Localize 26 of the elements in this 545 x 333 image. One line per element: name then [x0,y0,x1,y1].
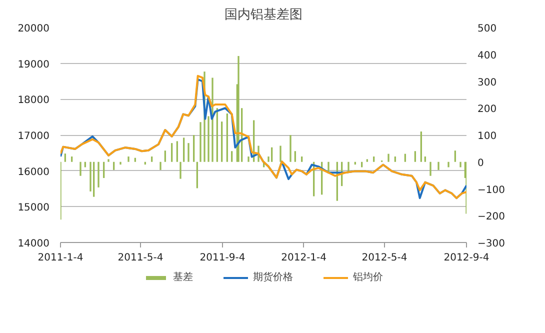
y2-tick-label: −100 [478,184,505,196]
x-tick-label: 2012-9-4 [444,252,490,264]
legend-label: 铝均价 [353,271,383,284]
y-tick-label: 19000 [18,59,50,70]
y-tick-label: 17000 [18,131,50,142]
x-tick-label: 2012-5-4 [362,252,408,264]
x-tick-label: 2011-5-4 [118,252,164,264]
x-tick-label: 2012-1-4 [281,252,327,264]
y-tick-label: 15000 [18,202,50,214]
legend-label: 基差 [173,270,193,284]
legend-label: 期货价格 [253,270,293,284]
y2-tick-label: 200 [478,104,497,116]
y2-tick-label: 100 [478,131,497,142]
x-tick-label: 2011-9-4 [200,252,246,264]
y-tick-label: 14000 [18,238,50,250]
y2-tick-label: 0 [478,158,484,169]
chart-title: 国内铝基差图 [224,8,302,22]
x-tick-label: 2011-1-4 [38,252,84,264]
y2-tick-label: 500 [478,24,497,34]
y-tick-label: 18000 [18,95,50,106]
y-tick-label: 16000 [18,166,50,178]
y2-tick-label: −200 [478,212,505,223]
y2-tick-label: −300 [478,238,505,250]
y2-tick-label: 300 [478,77,497,88]
y-tick-label: 20000 [18,24,50,34]
y2-tick-label: 400 [478,50,497,62]
